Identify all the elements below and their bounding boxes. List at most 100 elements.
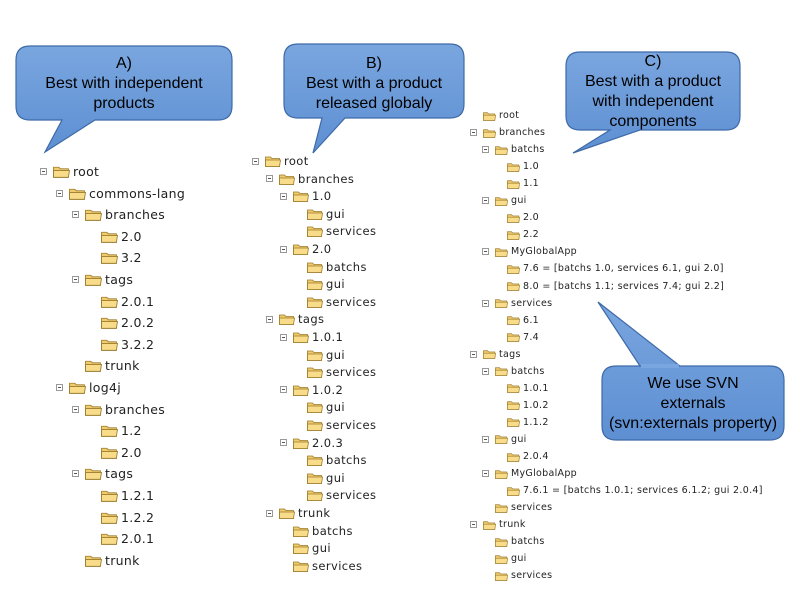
- tree-node[interactable]: tags: [266, 312, 324, 326]
- collapse-toggle-icon[interactable]: [72, 470, 79, 478]
- tree-node[interactable]: gui: [294, 471, 345, 485]
- tree-node[interactable]: 8.0 = [batchs 1.1; services 7.4; gui 2.2…: [494, 281, 724, 292]
- tree-node[interactable]: 3.2.2: [88, 337, 154, 352]
- tree-node[interactable]: 6.1: [494, 315, 539, 326]
- tree-node[interactable]: commons-lang: [56, 186, 185, 201]
- tree-node[interactable]: 1.0.2: [280, 383, 343, 397]
- tree-node[interactable]: 1.2.1: [88, 488, 154, 503]
- tree-node[interactable]: 1.1.2: [494, 417, 549, 428]
- tree-node[interactable]: root: [40, 164, 99, 179]
- tree-node[interactable]: trunk: [266, 506, 330, 520]
- tree-node[interactable]: tags: [470, 349, 521, 360]
- tree-node[interactable]: 1.0.2: [494, 400, 549, 411]
- tree-node[interactable]: gui: [294, 400, 345, 414]
- collapse-toggle-icon[interactable]: [266, 175, 273, 183]
- tree-node[interactable]: 7.6 = [batchs 1.0, services 6.1, gui 2.0…: [494, 263, 724, 274]
- collapse-toggle-icon[interactable]: [266, 509, 273, 517]
- tree-node[interactable]: 2.0: [88, 229, 142, 244]
- tree-node[interactable]: services: [482, 502, 552, 513]
- tree-node[interactable]: batchs: [482, 144, 545, 155]
- tree-node[interactable]: 7.6.1 = [batchs 1.0.1; services 6.1.2; g…: [494, 485, 763, 496]
- collapse-toggle-icon[interactable]: [482, 470, 489, 478]
- collapse-toggle-icon[interactable]: [482, 299, 489, 307]
- tree-node[interactable]: 2.0.1: [88, 531, 154, 546]
- tree-node[interactable]: tags: [72, 466, 133, 481]
- folder-icon: [279, 314, 295, 326]
- tree-node[interactable]: trunk: [72, 553, 140, 568]
- collapse-toggle-icon[interactable]: [470, 350, 477, 358]
- collapse-toggle-icon[interactable]: [252, 157, 259, 165]
- tree-node[interactable]: branches: [72, 207, 165, 222]
- tree-node[interactable]: root: [470, 110, 519, 121]
- collapse-toggle-icon[interactable]: [280, 245, 287, 253]
- tree-node[interactable]: 1.0: [494, 161, 539, 172]
- tree-node[interactable]: 1.2: [88, 423, 142, 438]
- tree-node[interactable]: branches: [72, 402, 165, 417]
- collapse-toggle-icon[interactable]: [280, 386, 287, 394]
- tree-node-label: 1.0.2: [523, 399, 549, 411]
- tree-node[interactable]: 2.0: [88, 445, 142, 460]
- tree-node[interactable]: 2.0.3: [280, 436, 343, 450]
- tree-node[interactable]: 2.0: [494, 212, 539, 223]
- tree-node[interactable]: 2.0: [280, 242, 332, 256]
- tree-node[interactable]: MyGlobalApp: [482, 468, 577, 479]
- tree-node[interactable]: gui: [482, 434, 527, 445]
- collapse-toggle-icon[interactable]: [56, 384, 63, 391]
- collapse-toggle-icon[interactable]: [72, 211, 79, 219]
- collapse-toggle-icon[interactable]: [280, 439, 287, 447]
- tree-node[interactable]: MyGlobalApp: [482, 246, 577, 257]
- tree-node[interactable]: gui: [482, 195, 527, 206]
- tree-node[interactable]: services: [280, 559, 362, 573]
- tree-node[interactable]: branches: [470, 127, 545, 138]
- tree-node[interactable]: 2.2: [494, 229, 539, 240]
- tree-node[interactable]: gui: [482, 553, 527, 564]
- tree-node[interactable]: 2.0.1: [88, 294, 154, 309]
- tree-node[interactable]: gui: [294, 277, 345, 291]
- tree-node[interactable]: batchs: [294, 260, 367, 274]
- collapse-toggle-icon[interactable]: [266, 315, 273, 323]
- tree-node[interactable]: trunk: [72, 358, 140, 373]
- tree-node[interactable]: 2.0.2: [88, 315, 154, 330]
- tree-node[interactable]: log4j: [56, 380, 121, 395]
- tree-node[interactable]: 1.0: [280, 189, 332, 203]
- tree-node[interactable]: gui: [294, 207, 345, 221]
- tree-node[interactable]: 1.2.2: [88, 510, 154, 525]
- collapse-toggle-icon[interactable]: [482, 146, 489, 154]
- tree-node[interactable]: tags: [72, 272, 133, 287]
- collapse-toggle-icon[interactable]: [56, 189, 63, 197]
- collapse-toggle-icon[interactable]: [72, 405, 79, 413]
- tree-node[interactable]: branches: [266, 172, 354, 186]
- tree-node[interactable]: 1.1: [494, 178, 539, 189]
- collapse-toggle-icon[interactable]: [482, 197, 489, 205]
- collapse-toggle-icon[interactable]: [72, 276, 79, 283]
- tree-node[interactable]: batchs: [482, 536, 545, 547]
- collapse-toggle-icon[interactable]: [482, 435, 489, 443]
- bubble-b-text: B) Best with a product released globaly: [284, 54, 464, 114]
- tree-node[interactable]: batchs: [482, 366, 545, 377]
- tree-node[interactable]: 7.4: [494, 332, 539, 343]
- tree-node[interactable]: services: [294, 488, 376, 502]
- tree-node[interactable]: batchs: [294, 453, 367, 467]
- tree-node[interactable]: batchs: [280, 524, 353, 538]
- tree-node[interactable]: root: [252, 154, 309, 168]
- collapse-toggle-icon[interactable]: [280, 192, 287, 200]
- tree-node[interactable]: 1.0.1: [280, 330, 343, 344]
- tree-node[interactable]: trunk: [470, 519, 526, 530]
- tree-node[interactable]: services: [294, 418, 376, 432]
- tree-node[interactable]: gui: [280, 541, 331, 555]
- tree-node[interactable]: 3.2: [88, 250, 142, 265]
- collapse-toggle-icon[interactable]: [482, 248, 489, 256]
- tree-node[interactable]: services: [294, 365, 376, 379]
- collapse-toggle-icon[interactable]: [482, 367, 489, 375]
- collapse-toggle-icon[interactable]: [470, 129, 477, 137]
- tree-node[interactable]: services: [482, 570, 552, 581]
- collapse-toggle-icon[interactable]: [40, 168, 47, 175]
- collapse-toggle-icon[interactable]: [470, 521, 477, 529]
- tree-node[interactable]: gui: [294, 348, 345, 362]
- tree-node[interactable]: services: [294, 295, 376, 309]
- tree-node[interactable]: services: [482, 298, 552, 309]
- tree-node[interactable]: 1.0.1: [494, 383, 549, 394]
- tree-node[interactable]: services: [294, 224, 376, 238]
- tree-node[interactable]: 2.0.4: [494, 451, 549, 462]
- collapse-toggle-icon[interactable]: [280, 333, 287, 341]
